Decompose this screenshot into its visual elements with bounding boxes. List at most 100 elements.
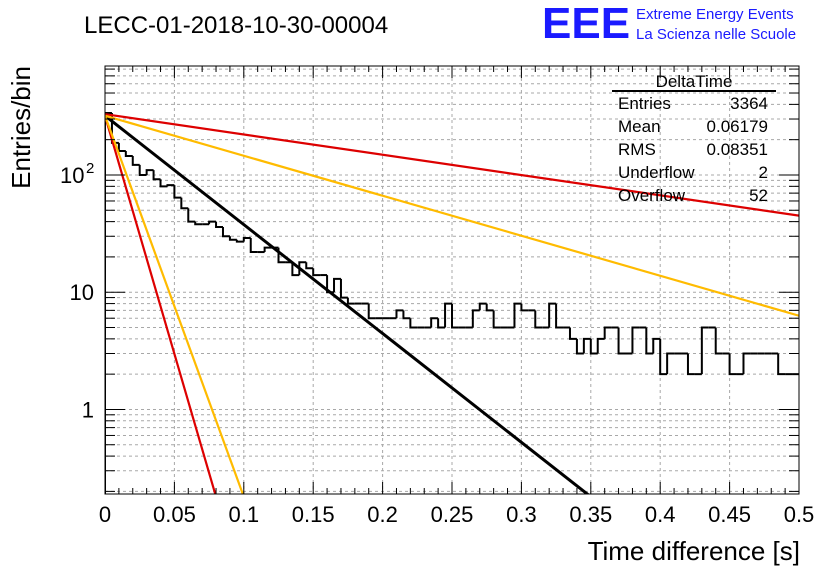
histogram-bin [430, 317, 439, 328]
x-tick-labels: 0 0.05 0.1 0.15 0.2 0.25 0.3 0.35 0.4 0.45 0.5 [99, 502, 814, 527]
histogram-bin [208, 220, 217, 225]
grid [105, 66, 799, 494]
histogram-bin [346, 297, 355, 305]
histogram-bin [221, 226, 230, 238]
stats-title: DeltaTime [656, 72, 733, 91]
histogram-bin [166, 184, 175, 187]
histogram-bin [242, 236, 251, 242]
y-tick-label-exponent: 2 [86, 160, 94, 177]
x-tick-label: 0.2 [367, 502, 398, 527]
stats-row-label: RMS [618, 140, 656, 159]
histogram-bin [555, 303, 564, 329]
histogram-bin [451, 303, 459, 329]
histogram-bin [520, 303, 529, 312]
eee-logo-mark: EEE [542, 0, 630, 48]
histogram-bin [298, 261, 307, 276]
histogram-bin [631, 326, 640, 354]
y-tick-label: 10 [70, 280, 94, 305]
histogram-bin [249, 237, 258, 254]
y-tick-label: 1 [82, 397, 94, 422]
series-line [105, 115, 244, 494]
histogram-bin [263, 246, 272, 253]
histogram-bin [409, 318, 418, 329]
histogram-bin [589, 338, 598, 355]
histogram-bin [471, 309, 480, 328]
stats-row-label: Overflow [618, 186, 686, 205]
histogram-bin [105, 111, 112, 494]
histogram-bin [305, 262, 314, 270]
eee-logo: EEE Extreme Energy Events La Scienza nel… [542, 0, 796, 48]
stats-rows: Entries 3364 Mean 0.06179 RMS 0.08351 Underflo… [618, 94, 768, 205]
stats-box: DeltaTime Entries 3364 Mean 0.06179 RMS 0.083… [612, 72, 776, 205]
stats-row-value: 0.06179 [707, 117, 768, 136]
stats-row-label: Mean [618, 117, 661, 136]
y-axis-label: Entries/bin [6, 66, 36, 189]
series-line [105, 114, 590, 494]
y-tick-label: 10 [60, 163, 84, 188]
x-tick-label: 0.45 [708, 502, 751, 527]
histogram-bin [603, 326, 612, 339]
histogram-bin [138, 164, 147, 176]
histogram-bin [291, 262, 300, 277]
x-tick-label: 0.3 [506, 502, 537, 527]
chart-title: LECC-01-2018-10-30-00004 [84, 12, 388, 39]
histogram-bin [187, 208, 196, 223]
histogram-bin [235, 239, 244, 243]
histogram-bin [180, 197, 189, 210]
histogram-bin [728, 353, 737, 376]
histogram-bin [700, 326, 709, 375]
histogram-bin [666, 352, 675, 375]
x-tick-label: 0.35 [569, 502, 612, 527]
x-tick-label: 0.05 [153, 502, 196, 527]
histogram-bin [652, 337, 661, 354]
histogram-bin [173, 185, 182, 199]
x-tick-label: 0 [99, 502, 111, 527]
histogram-bin [645, 327, 654, 355]
histogram-bin [194, 221, 203, 226]
histogram-bin [152, 170, 161, 181]
stats-row-value: 0.08351 [707, 140, 768, 159]
histogram-bin [485, 303, 494, 312]
histogram-bin [339, 278, 348, 299]
histogram-bin [124, 151, 133, 158]
series-line [105, 115, 217, 494]
histogram-bin [492, 310, 501, 329]
stats-row-label: Underflow [618, 163, 695, 182]
series-line [105, 114, 799, 317]
eee-logo-line2: La Scienza nelle Scuole [636, 26, 796, 43]
histogram-bin [395, 309, 404, 319]
histogram-bin [215, 221, 223, 228]
x-axis-label: Time difference [s] [588, 536, 800, 566]
stats-row-value: 3364 [730, 94, 768, 113]
stats-row-value: 52 [749, 186, 768, 205]
histogram-bin [402, 310, 411, 320]
axis-ticks [104, 66, 800, 494]
histogram-bin [145, 169, 154, 175]
histogram-bin [742, 352, 751, 375]
fit-lines [105, 113, 799, 494]
histogram-bin [568, 327, 577, 340]
histogram-bin [548, 302, 557, 328]
x-tick-label: 0.25 [431, 502, 474, 527]
histogram-bin [582, 337, 591, 354]
histogram [105, 111, 799, 494]
histogram-bin [333, 277, 341, 293]
stats-row-value: 2 [759, 163, 768, 182]
histogram-bin [513, 302, 522, 328]
x-tick-label: 0.15 [292, 502, 335, 527]
histogram-bin [686, 353, 695, 376]
histogram-bin [312, 268, 321, 277]
histogram-bin [228, 236, 237, 241]
histogram-bin [777, 353, 786, 376]
x-tick-label: 0.4 [645, 502, 676, 527]
histogram-bin [714, 327, 723, 355]
histogram-bin [444, 302, 452, 328]
x-tick-label: 0.5 [784, 502, 815, 527]
histogram-bin [617, 327, 626, 355]
eee-logo-line1: Extreme Energy Events [636, 6, 794, 23]
histogram-bin [367, 303, 376, 320]
histogram-bin [575, 338, 584, 355]
histogram-bin [478, 302, 487, 311]
